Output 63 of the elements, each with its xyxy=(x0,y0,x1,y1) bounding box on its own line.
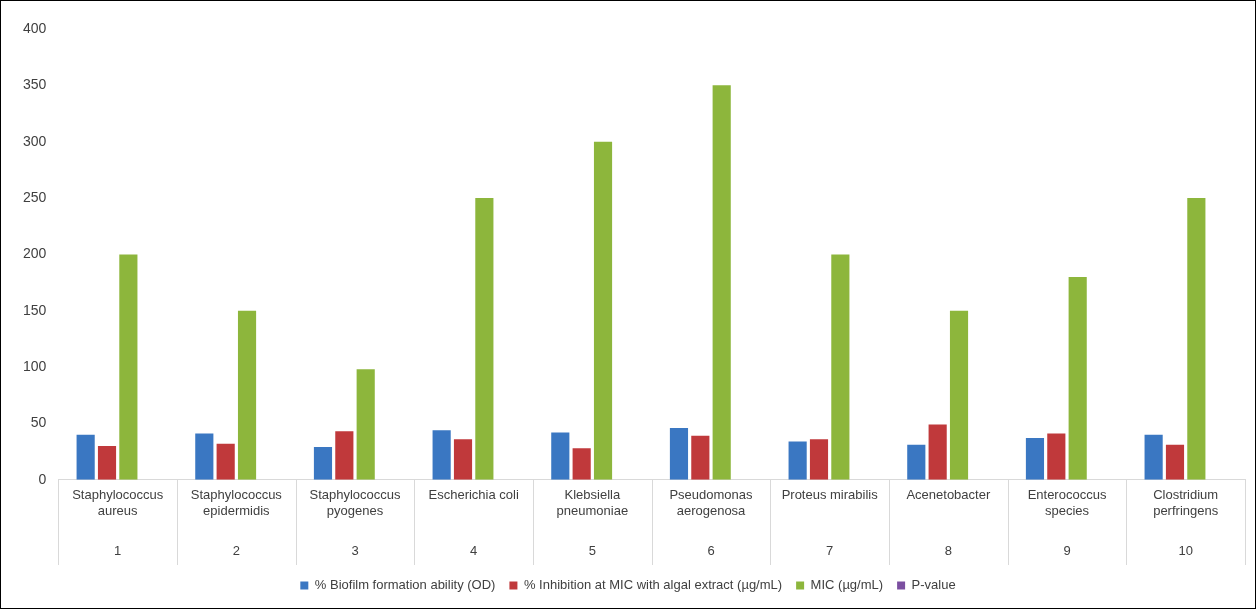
y-tick-label: 350 xyxy=(23,76,47,93)
x-tick-label: Proteus mirabilis xyxy=(781,487,879,503)
y-tick-label: 150 xyxy=(23,301,47,318)
bar xyxy=(119,254,138,480)
bar xyxy=(1047,433,1066,480)
y-tick-label: 300 xyxy=(23,132,47,149)
bar xyxy=(809,439,829,480)
text: 5 xyxy=(588,542,596,558)
text: 4 xyxy=(470,542,478,558)
x-tick-label: Pseudomonas aerogenosa xyxy=(669,487,754,518)
bar xyxy=(195,433,214,480)
bar xyxy=(97,445,117,480)
legend-label: % Biofilm formation ability (OD) xyxy=(314,577,496,593)
x-tick-label: Staphylococcus epidermidis xyxy=(190,487,283,518)
x-tick-label: Staphylococcus aureus xyxy=(72,487,164,518)
bar xyxy=(712,85,731,480)
bar xyxy=(1025,438,1045,480)
x-tick-label: Clostridium perfringens xyxy=(1153,487,1219,518)
y-tick-label: 100 xyxy=(23,357,47,374)
legend-label: P-value xyxy=(911,577,956,593)
bar xyxy=(907,444,926,480)
bar xyxy=(356,369,375,480)
legend-label: % Inhibition at MIC with algal extract (µg/mL) xyxy=(523,577,783,593)
x-tick-label: Escherichia coli xyxy=(428,487,519,503)
bar xyxy=(551,432,570,480)
bar xyxy=(1187,198,1206,480)
y-tick-label: 50 xyxy=(30,414,47,431)
bar xyxy=(572,448,591,480)
y-tick-label: 0 xyxy=(38,470,47,487)
bar xyxy=(76,434,95,480)
text: 6 xyxy=(707,542,715,558)
bar xyxy=(432,430,451,480)
bar xyxy=(788,441,807,480)
bar xyxy=(593,141,613,480)
y-tick-label: 200 xyxy=(23,245,47,262)
bar xyxy=(237,310,257,480)
bar xyxy=(928,424,947,480)
bar xyxy=(1068,276,1087,480)
bar xyxy=(475,198,494,480)
text: 2 xyxy=(232,542,240,558)
x-tick-label: Staphylococcus pyogenes xyxy=(309,487,402,518)
text: 1 xyxy=(114,542,122,558)
y-tick-label: 400 xyxy=(23,19,47,36)
bar xyxy=(335,431,354,480)
x-tick-label: Klebsiella pneumoniae xyxy=(556,487,629,518)
x-tick-label: Enterococcus species xyxy=(1027,487,1107,518)
bar xyxy=(669,427,689,480)
bar xyxy=(949,310,969,480)
bar xyxy=(831,254,850,480)
legend-label: MIC (µg/mL) xyxy=(810,577,884,593)
y-tick-label: 250 xyxy=(23,188,47,205)
text: 8 xyxy=(944,542,952,558)
bar xyxy=(313,447,333,480)
text: 7 xyxy=(826,542,834,558)
text: 10 xyxy=(1178,542,1193,558)
text: 9 xyxy=(1063,542,1071,558)
bar xyxy=(1165,444,1185,480)
bar xyxy=(216,443,235,480)
bar xyxy=(1144,434,1163,480)
bar xyxy=(691,435,710,480)
text: 3 xyxy=(351,542,359,558)
x-tick-label: Acenetobacter xyxy=(906,487,991,503)
bar xyxy=(453,439,473,480)
